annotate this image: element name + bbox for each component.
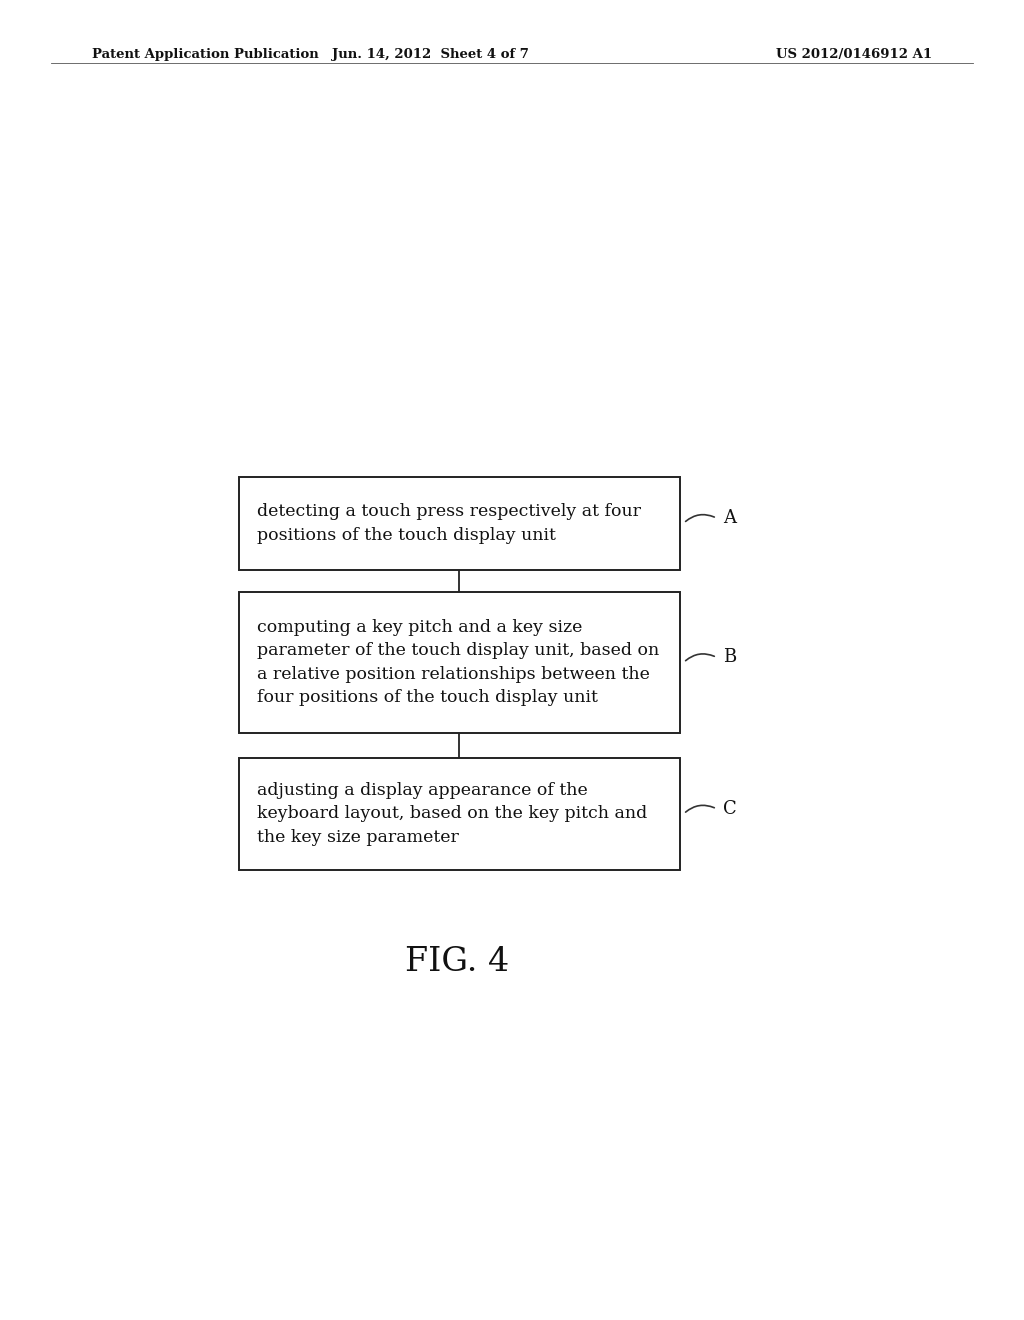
Text: FIG. 4: FIG. 4 [406, 946, 509, 978]
Text: A: A [723, 510, 736, 527]
Text: Patent Application Publication: Patent Application Publication [92, 48, 318, 61]
Bar [240, 593, 680, 733]
Text: detecting a touch press respectively at four
positions of the touch display unit: detecting a touch press respectively at … [257, 503, 641, 544]
Text: Jun. 14, 2012  Sheet 4 of 7: Jun. 14, 2012 Sheet 4 of 7 [332, 48, 528, 61]
Bar [240, 758, 680, 870]
Text: adjusting a display appearance of the
keyboard layout, based on the key pitch an: adjusting a display appearance of the ke… [257, 781, 647, 846]
Bar [240, 477, 680, 570]
Text: US 2012/0146912 A1: US 2012/0146912 A1 [776, 48, 932, 61]
Text: computing a key pitch and a key size
parameter of the touch display unit, based : computing a key pitch and a key size par… [257, 619, 658, 706]
Text: C: C [723, 800, 737, 818]
Text: B: B [723, 648, 736, 667]
